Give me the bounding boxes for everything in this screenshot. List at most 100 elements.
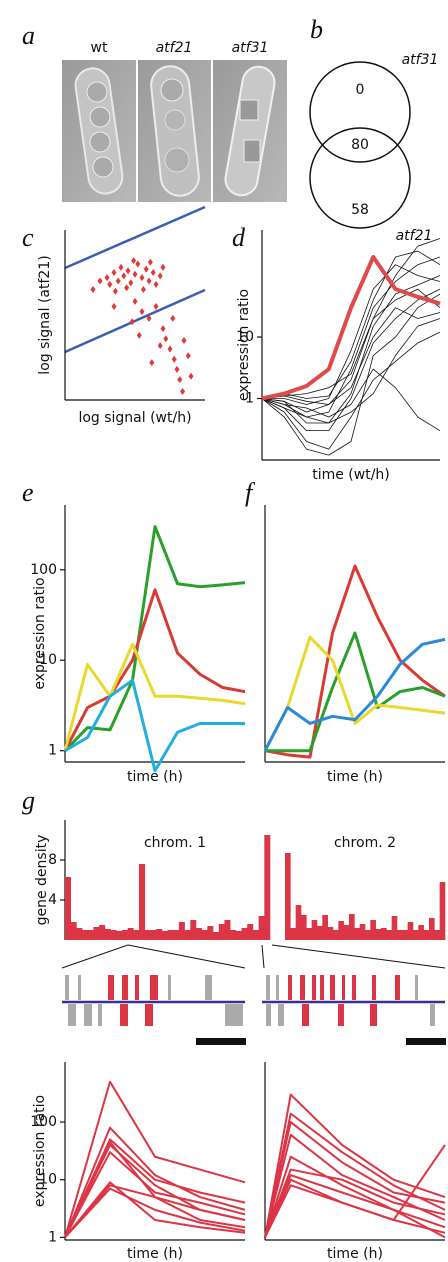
panel-label: a — [22, 21, 35, 50]
scatter-point — [170, 314, 176, 322]
bar — [161, 931, 168, 940]
bar — [434, 930, 440, 940]
series-line — [262, 264, 441, 405]
x-axis-label: time (wt/h) — [312, 467, 390, 483]
bar — [258, 916, 265, 940]
bar — [173, 930, 180, 940]
bar — [295, 905, 302, 940]
series-line — [264, 1093, 446, 1238]
x-axis-label: time (h) — [127, 769, 183, 785]
series-line — [263, 635, 446, 752]
bar — [429, 918, 435, 940]
y-tick-label: 10 — [39, 652, 57, 668]
bar — [365, 930, 371, 940]
scatter-point — [90, 286, 96, 293]
bar — [247, 924, 254, 940]
scatter-point — [171, 355, 177, 363]
bar — [207, 926, 214, 940]
bar — [213, 932, 220, 940]
bar — [110, 930, 117, 940]
scatter-point — [180, 388, 186, 395]
bar — [338, 921, 344, 940]
scatter-point — [132, 297, 138, 305]
series-line — [64, 1126, 246, 1238]
y-tick-label: 100 — [30, 562, 57, 578]
bar — [407, 922, 414, 940]
panel-label: e — [22, 478, 34, 507]
series-line — [264, 1168, 446, 1238]
scatter-point — [147, 258, 153, 266]
series-line — [64, 1187, 246, 1239]
series-line — [264, 1133, 446, 1238]
threshold-line — [64, 288, 206, 354]
series-line — [64, 1151, 246, 1238]
strain-label: atf31 — [232, 40, 269, 56]
bar — [301, 915, 307, 940]
bar — [402, 930, 408, 940]
bar — [82, 930, 89, 940]
panel-label: d — [232, 223, 246, 252]
bar — [121, 930, 128, 940]
bar — [195, 928, 202, 940]
bar — [306, 928, 312, 940]
bar — [133, 930, 140, 940]
scatter-point — [125, 267, 131, 275]
panel-label: g — [22, 786, 35, 815]
scatter-point — [167, 345, 173, 353]
bar — [359, 924, 366, 940]
y-axis-label: gene density — [34, 835, 50, 926]
bar — [333, 930, 339, 940]
bar — [178, 922, 185, 940]
scatter-point — [160, 263, 166, 271]
bar — [343, 925, 350, 940]
series-line — [63, 525, 246, 752]
bar — [290, 928, 296, 940]
bar — [156, 929, 163, 940]
x-axis-label: time (h) — [127, 1246, 183, 1262]
series-line — [264, 564, 446, 759]
strain-label: atf21 — [156, 40, 193, 56]
series-line — [63, 642, 246, 752]
scatter-point — [118, 263, 124, 271]
scatter-point — [131, 257, 137, 265]
panel-label: b — [310, 15, 323, 44]
series-line — [64, 1184, 246, 1239]
bar — [241, 928, 248, 940]
scatter-point — [132, 270, 138, 278]
venn-count: 80 — [351, 137, 369, 153]
scatter-point — [153, 303, 159, 310]
venn-set-label: atf21 — [396, 228, 433, 244]
scatter-point — [181, 337, 187, 344]
series-line — [261, 275, 441, 424]
venn-count: 58 — [351, 202, 369, 218]
bar — [439, 882, 446, 940]
bar — [116, 931, 123, 940]
scatter-point — [97, 277, 103, 285]
bar — [93, 927, 100, 940]
bar — [190, 920, 197, 940]
bar — [218, 924, 225, 940]
bar — [201, 930, 208, 940]
bar — [224, 920, 231, 940]
scatter-point — [136, 331, 142, 339]
bar — [285, 853, 291, 940]
series-line — [64, 1080, 246, 1238]
threshold-line — [64, 205, 206, 270]
venn-circle — [309, 61, 411, 163]
y-tick-label: 1 — [245, 391, 254, 407]
scatter-point — [157, 342, 163, 350]
y-axis-label: expression ratio — [32, 577, 48, 689]
bar — [87, 930, 94, 940]
bar — [381, 928, 387, 940]
scatter-point — [143, 265, 149, 273]
bar — [252, 930, 259, 940]
scatter-point — [107, 280, 113, 288]
series-line — [264, 1184, 446, 1238]
bar — [264, 835, 271, 940]
scatter-point — [153, 280, 159, 288]
y-tick-label: 1 — [48, 1229, 57, 1245]
scatter-point — [157, 272, 163, 280]
y-axis-label: expression ratio — [32, 1095, 48, 1207]
bar — [65, 877, 71, 940]
